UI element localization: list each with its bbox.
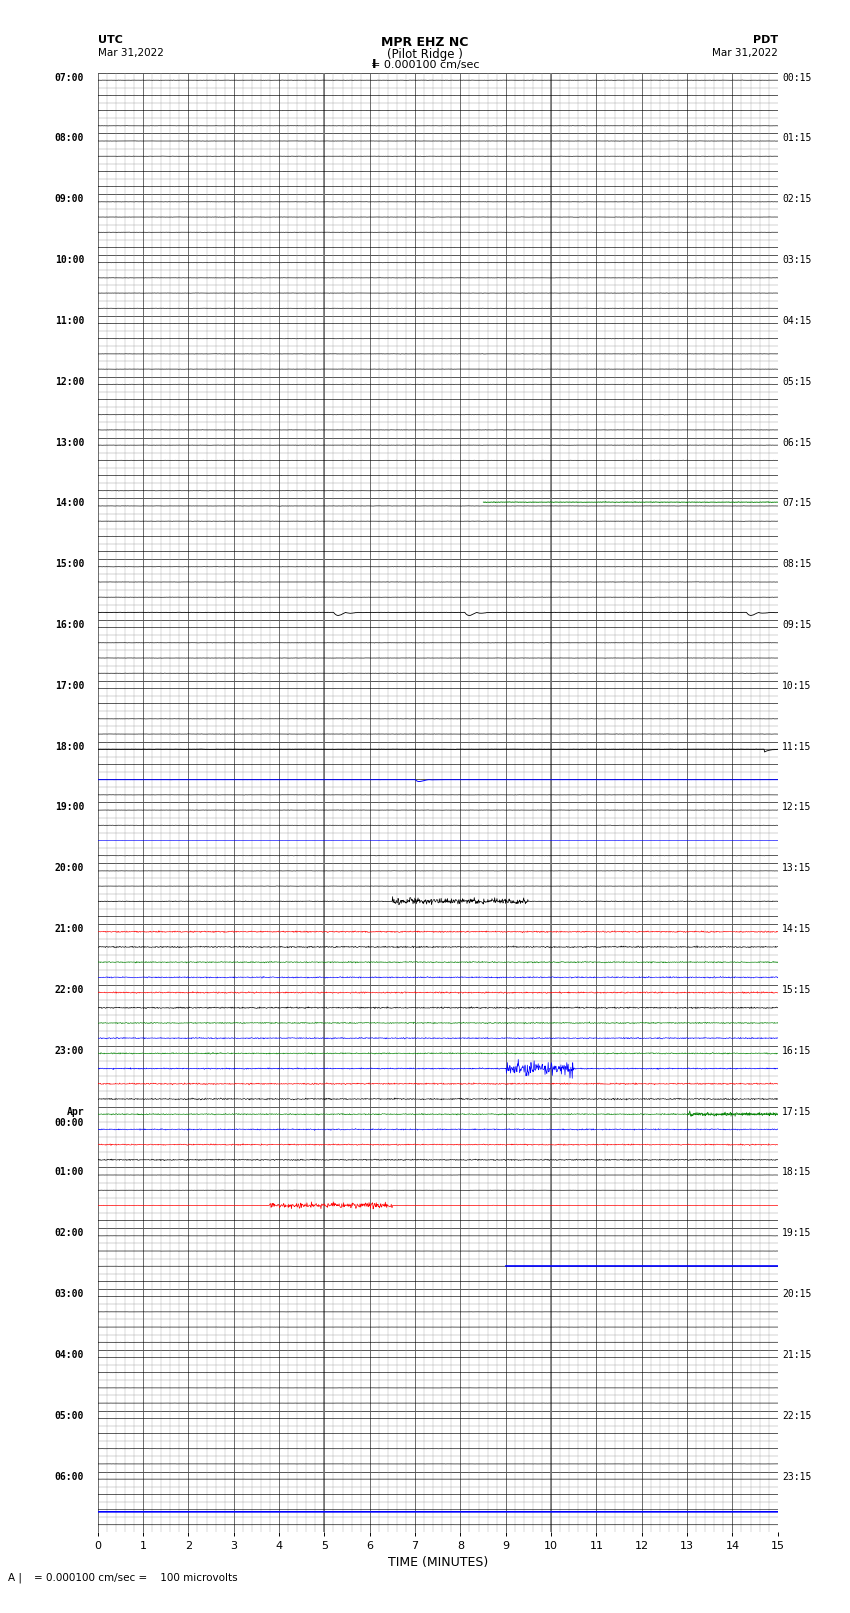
Text: UTC: UTC xyxy=(98,35,122,45)
Text: 18:15: 18:15 xyxy=(782,1168,812,1177)
Text: 05:15: 05:15 xyxy=(782,377,812,387)
Text: 09:00: 09:00 xyxy=(54,194,84,205)
Text: 13:00: 13:00 xyxy=(54,437,84,447)
Text: 07:00: 07:00 xyxy=(54,73,84,82)
Text: 08:00: 08:00 xyxy=(54,134,84,144)
Text: Apr
00:00: Apr 00:00 xyxy=(54,1107,84,1127)
Text: 13:15: 13:15 xyxy=(782,863,812,873)
Text: A |: A | xyxy=(8,1573,22,1582)
Text: 05:00: 05:00 xyxy=(54,1411,84,1421)
Text: 04:00: 04:00 xyxy=(54,1350,84,1360)
Text: 22:00: 22:00 xyxy=(54,986,84,995)
Text: 14:15: 14:15 xyxy=(782,924,812,934)
Text: 21:00: 21:00 xyxy=(54,924,84,934)
Text: PDT: PDT xyxy=(752,35,778,45)
Text: 15:00: 15:00 xyxy=(54,560,84,569)
Text: Mar 31,2022: Mar 31,2022 xyxy=(711,48,778,58)
Text: 19:15: 19:15 xyxy=(782,1227,812,1239)
Text: 08:15: 08:15 xyxy=(782,560,812,569)
Text: 15:15: 15:15 xyxy=(782,986,812,995)
Text: 11:00: 11:00 xyxy=(54,316,84,326)
Text: 18:00: 18:00 xyxy=(54,742,84,752)
X-axis label: TIME (MINUTES): TIME (MINUTES) xyxy=(388,1555,488,1568)
Text: 07:15: 07:15 xyxy=(782,498,812,508)
Text: 10:00: 10:00 xyxy=(54,255,84,265)
Text: 20:00: 20:00 xyxy=(54,863,84,873)
Text: MPR EHZ NC: MPR EHZ NC xyxy=(382,35,468,50)
Text: 20:15: 20:15 xyxy=(782,1289,812,1298)
Text: = 0.000100 cm/sec =    100 microvolts: = 0.000100 cm/sec = 100 microvolts xyxy=(34,1573,238,1582)
Text: 19:00: 19:00 xyxy=(54,803,84,813)
Text: 17:00: 17:00 xyxy=(54,681,84,690)
Text: 01:00: 01:00 xyxy=(54,1168,84,1177)
Text: 09:15: 09:15 xyxy=(782,619,812,631)
Text: 21:15: 21:15 xyxy=(782,1350,812,1360)
Text: 16:00: 16:00 xyxy=(54,619,84,631)
Text: 03:15: 03:15 xyxy=(782,255,812,265)
Text: 14:00: 14:00 xyxy=(54,498,84,508)
Text: 01:15: 01:15 xyxy=(782,134,812,144)
Text: 17:15: 17:15 xyxy=(782,1107,812,1116)
Text: 23:15: 23:15 xyxy=(782,1471,812,1481)
Text: 11:15: 11:15 xyxy=(782,742,812,752)
Text: Mar 31,2022: Mar 31,2022 xyxy=(98,48,163,58)
Text: 10:15: 10:15 xyxy=(782,681,812,690)
Text: 23:00: 23:00 xyxy=(54,1045,84,1057)
Text: 06:00: 06:00 xyxy=(54,1471,84,1481)
Text: 02:00: 02:00 xyxy=(54,1227,84,1239)
Text: 03:00: 03:00 xyxy=(54,1289,84,1298)
Text: 00:15: 00:15 xyxy=(782,73,812,82)
Text: 02:15: 02:15 xyxy=(782,194,812,205)
Text: 22:15: 22:15 xyxy=(782,1411,812,1421)
Text: (Pilot Ridge ): (Pilot Ridge ) xyxy=(387,48,463,61)
Text: 12:00: 12:00 xyxy=(54,377,84,387)
Text: 12:15: 12:15 xyxy=(782,803,812,813)
Text: 04:15: 04:15 xyxy=(782,316,812,326)
Text: 16:15: 16:15 xyxy=(782,1045,812,1057)
Text: 06:15: 06:15 xyxy=(782,437,812,447)
Text: I: I xyxy=(371,58,377,71)
Text: = 0.000100 cm/sec: = 0.000100 cm/sec xyxy=(371,60,479,69)
